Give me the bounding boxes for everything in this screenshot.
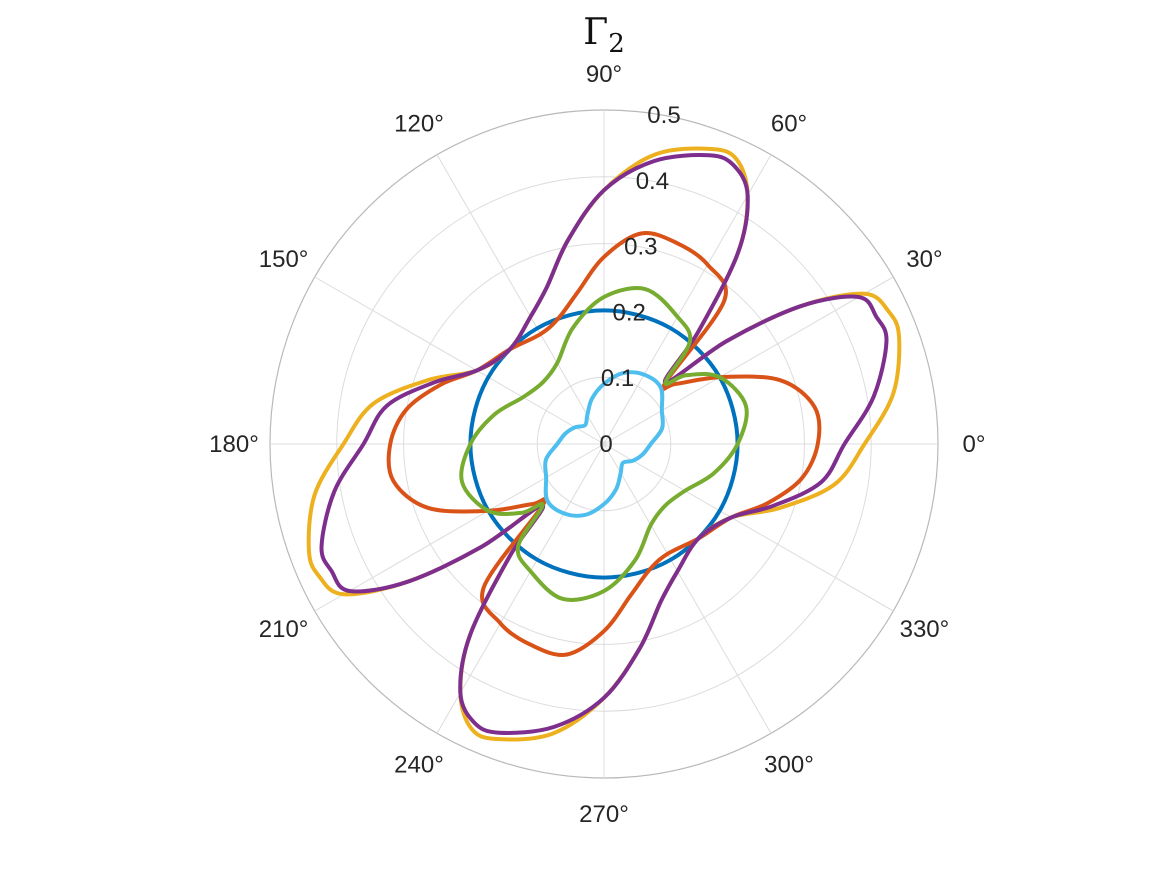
series-line-2	[386, 231, 822, 657]
angle-tick-label: 240°	[394, 751, 444, 778]
chart-title: Γ2	[583, 12, 625, 59]
grid-spoke	[314, 443, 605, 612]
angle-tick-label: 60°	[771, 111, 807, 138]
grid-spoke	[314, 276, 605, 445]
angle-tick-labels: 0° 30° 60° 90° 120° 150° 180° 210° 240° 270° 300° 3…	[209, 61, 985, 828]
radius-tick-label: 0	[599, 431, 612, 458]
angle-tick-label: 180°	[209, 431, 259, 458]
radius-tick-label: 0.5	[647, 102, 680, 129]
radius-tick-label: 0.3	[624, 234, 657, 261]
angle-tick-label: 210°	[259, 616, 309, 643]
angle-tick-label: 120°	[394, 111, 444, 138]
angle-tick-label: 150°	[259, 246, 309, 273]
chart-title-main: Γ	[583, 12, 608, 53]
radius-tick-label: 0.2	[613, 299, 646, 326]
angle-tick-label: 0°	[963, 431, 986, 458]
radius-tick-labels: 0 0.1 0.2 0.3 0.4 0.5	[599, 102, 680, 458]
angle-tick-label: 270°	[579, 801, 629, 828]
series-line-6	[543, 370, 665, 518]
angle-tick-label: 30°	[906, 246, 942, 273]
grid-spoke	[603, 276, 894, 445]
radius-tick-label: 0.4	[636, 168, 669, 195]
grid-spoke	[603, 443, 894, 612]
grid-spoke	[603, 443, 772, 734]
series-layer	[306, 146, 902, 742]
grid-spoke	[603, 154, 772, 445]
series-line-5	[459, 286, 749, 602]
angle-tick-label: 90°	[586, 61, 622, 88]
angle-tick-label: 300°	[764, 751, 814, 778]
grid-spoke	[436, 443, 605, 734]
polar-grid	[269, 109, 939, 779]
radius-tick-label: 0.1	[601, 365, 634, 392]
angle-tick-label: 330°	[900, 616, 950, 643]
grid-spoke	[436, 154, 605, 445]
chart-title-subscript: 2	[608, 29, 625, 59]
